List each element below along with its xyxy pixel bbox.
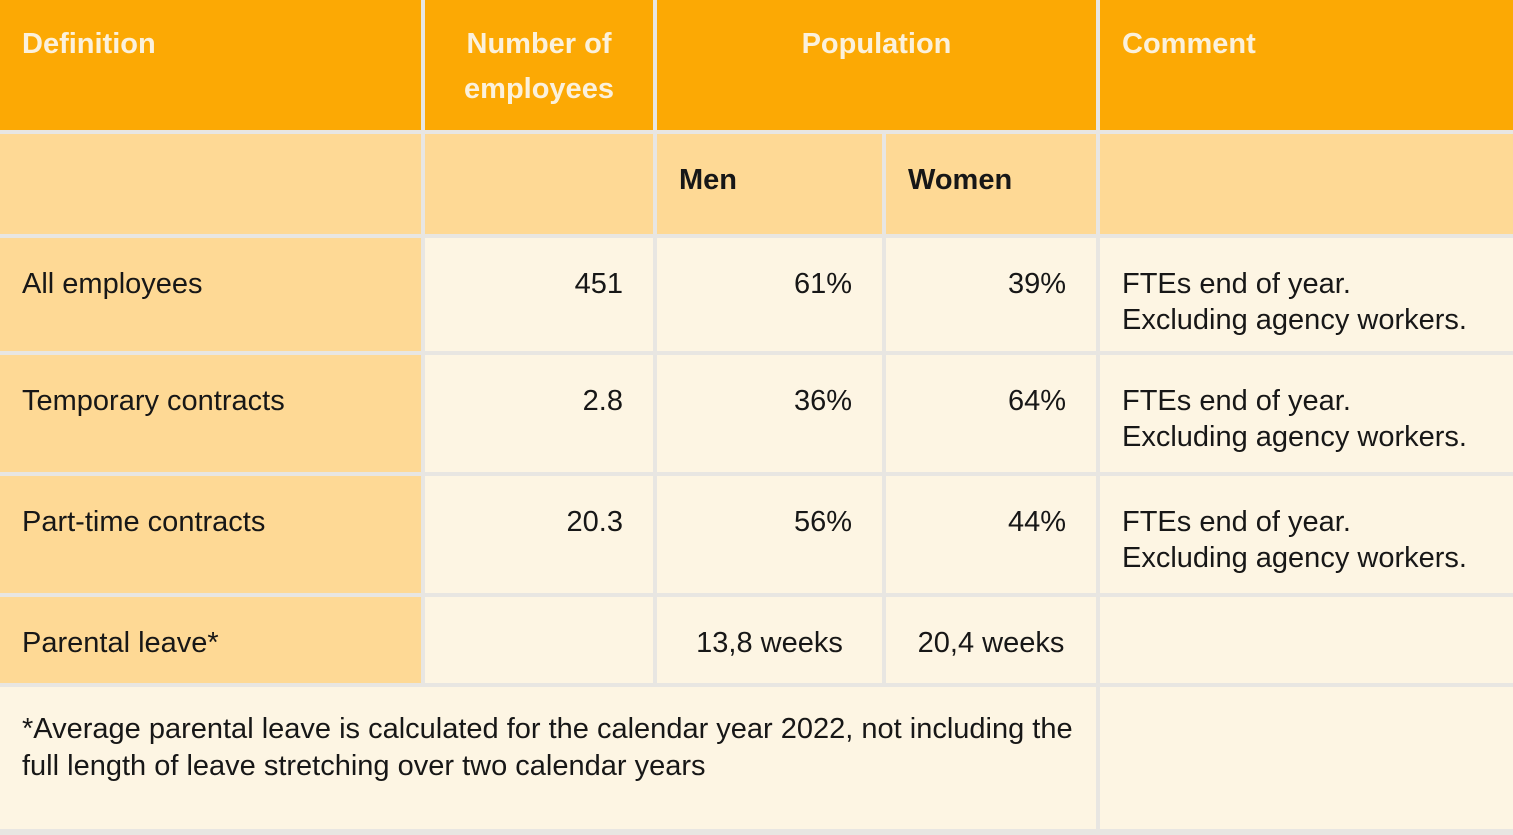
footnote-cell: *Average parental leave is calculated fo… — [0, 687, 1096, 829]
cell-part-time-comment: FTEs end of year. Excluding agency worke… — [1100, 476, 1513, 593]
header-number-of-employees: Number of employees — [425, 0, 653, 130]
footnote-text: *Average parental leave is calculated fo… — [22, 713, 1073, 783]
cell-parental-comment — [1100, 597, 1513, 683]
cell-part-time-men: 56% — [657, 476, 882, 593]
header-population: Population — [657, 0, 1096, 130]
cell-parental-count — [425, 597, 653, 683]
comment-line: Excluding agency workers. — [1122, 542, 1467, 575]
comment-line: FTEs end of year. — [1122, 506, 1351, 538]
cell-temporary-men: 36% — [657, 355, 882, 472]
cell-part-time-women: 44% — [886, 476, 1096, 593]
comment-line: FTEs end of year. — [1122, 385, 1351, 417]
subheader-empty-employees — [425, 134, 653, 234]
cell-part-time-count: 20.3 — [425, 476, 653, 593]
header-comment: Comment — [1100, 0, 1513, 130]
comment-line: Excluding agency workers. — [1122, 421, 1467, 454]
cell-all-employees-comment: FTEs end of year. Excluding agency worke… — [1100, 238, 1513, 351]
subheader-women: Women — [886, 134, 1096, 234]
cell-temporary-count: 2.8 — [425, 355, 653, 472]
row-label-parental-leave: Parental leave* — [0, 597, 421, 683]
cell-parental-women: 20,4 weeks — [886, 597, 1096, 683]
subheader-empty-comment — [1100, 134, 1513, 234]
comment-line: Excluding agency workers. — [1122, 304, 1467, 337]
row-label-part-time-contracts: Part-time contracts — [0, 476, 421, 593]
row-label-all-employees: All employees — [0, 238, 421, 351]
cell-all-employees-count: 451 — [425, 238, 653, 351]
cell-all-employees-women: 39% — [886, 238, 1096, 351]
header-definition: Definition — [0, 0, 421, 130]
cell-temporary-comment: FTEs end of year. Excluding agency worke… — [1100, 355, 1513, 472]
subheader-men: Men — [657, 134, 882, 234]
comment-line: FTEs end of year. — [1122, 268, 1351, 300]
row-label-temporary-contracts: Temporary contracts — [0, 355, 421, 472]
cell-all-employees-men: 61% — [657, 238, 882, 351]
footnote-comment-empty-cell — [1100, 687, 1513, 829]
cell-temporary-women: 64% — [886, 355, 1096, 472]
cell-parental-men: 13,8 weeks — [657, 597, 882, 683]
subheader-empty-definition — [0, 134, 421, 234]
